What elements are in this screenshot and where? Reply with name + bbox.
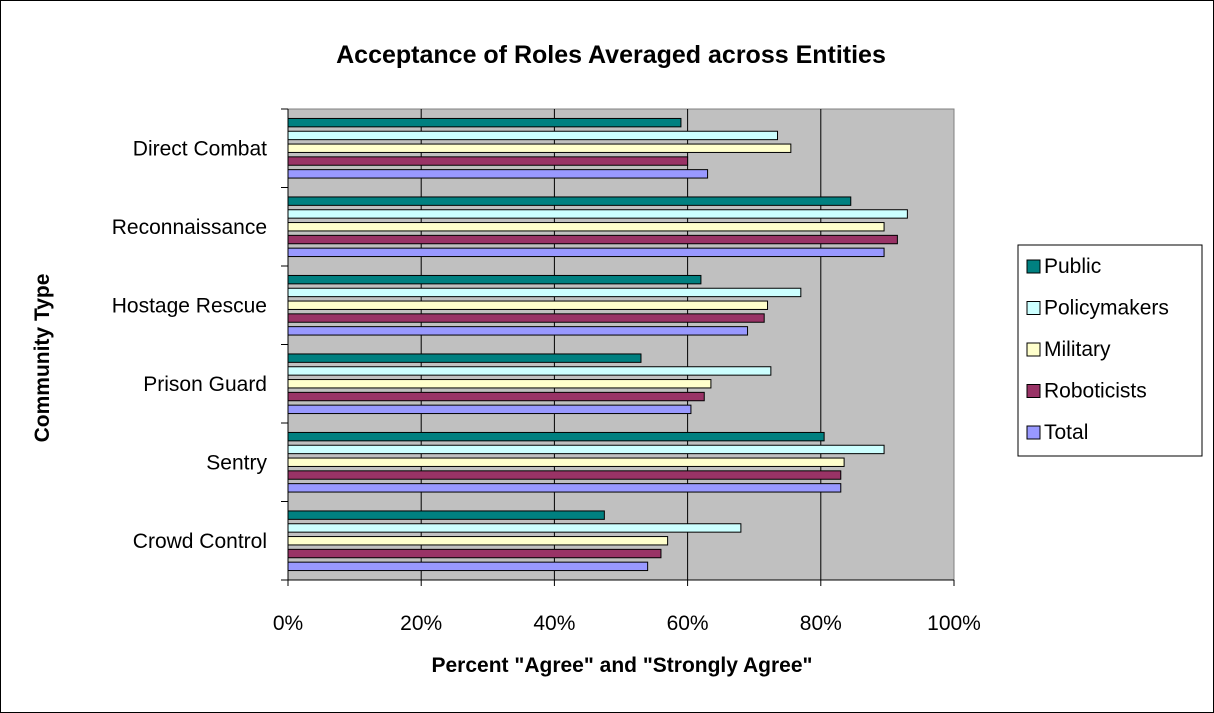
bar-hostage-rescue-military: [287, 300, 769, 310]
bar-sentry-roboticists: [287, 470, 842, 480]
bar-direct-combat-roboticists: [287, 156, 689, 166]
legend-swatch-public: [1026, 259, 1041, 274]
bar-hostage-rescue-roboticists: [287, 313, 765, 323]
bar-crowd-control-roboticists: [287, 548, 662, 559]
y-tick-labels: Direct Combat Reconnaissance Hostage Rescu…: [112, 137, 268, 553]
bar-direct-combat-total: [287, 169, 709, 179]
x-tick-label: 60%: [667, 612, 709, 635]
x-tick-label: 0%: [273, 612, 303, 635]
chart-title: Acceptance of Roles Averaged across Enti…: [336, 41, 886, 69]
bar-hostage-rescue-total: [287, 326, 749, 336]
bar-reconnaissance-policymakers: [287, 209, 908, 219]
gridlines: [420, 109, 822, 580]
legend-label-roboticists: Roboticists: [1044, 380, 1147, 403]
x-axis-title: Percent "Agree" and "Strongly Agree": [432, 654, 813, 677]
y-tick-label: Prison Guard: [143, 373, 267, 396]
bar-direct-combat-public: [287, 117, 682, 128]
x-tick-labels: 0% 20% 40% 60% 80% 100%: [273, 612, 981, 635]
y-tick-label: Hostage Rescue: [112, 294, 267, 317]
legend-label-public: Public: [1044, 255, 1101, 278]
bar-hostage-rescue-policymakers: [287, 287, 802, 298]
bar-direct-combat-policymakers: [287, 130, 779, 141]
legend-swatch-military: [1026, 342, 1041, 357]
bar-prison-guard-policymakers: [287, 366, 772, 376]
x-tick-label: 40%: [533, 612, 575, 635]
legend-box: [1017, 244, 1203, 457]
y-tick-label: Direct Combat: [133, 137, 267, 160]
legend-swatch-total: [1026, 425, 1041, 440]
x-tick-label: 80%: [800, 612, 842, 635]
legend-swatch-policymakers: [1026, 301, 1041, 315]
legend-swatch-roboticists: [1026, 384, 1041, 398]
bar-crowd-control-military: [287, 536, 669, 546]
bar-sentry-military: [287, 457, 845, 467]
bar-prison-guard-military: [287, 379, 712, 389]
y-tick-label: Reconnaissance: [112, 216, 267, 239]
y-tick-label: Crowd Control: [133, 530, 267, 553]
y-axis-title: Community Type: [31, 274, 54, 443]
bar-crowd-control-policymakers: [287, 523, 742, 533]
bar-reconnaissance-public: [287, 196, 852, 206]
bar-prison-guard-total: [287, 404, 692, 415]
bar-direct-combat-military: [287, 143, 792, 153]
bar-hostage-rescue-public: [287, 274, 702, 285]
bar-reconnaissance-total: [287, 247, 885, 258]
bar-prison-guard-roboticists: [287, 391, 705, 402]
bars: [287, 117, 908, 572]
bar-reconnaissance-roboticists: [287, 234, 898, 245]
bar-prison-guard-public: [287, 353, 642, 363]
bar-crowd-control-total: [287, 561, 649, 572]
legend-label-total: Total: [1044, 421, 1088, 444]
y-tick-label: Sentry: [206, 451, 267, 474]
bar-reconnaissance-military: [287, 222, 885, 232]
axes: [281, 108, 955, 586]
bar-sentry-public: [287, 431, 825, 442]
legend-label-military: Military: [1044, 338, 1111, 361]
x-tick-label: 100%: [927, 612, 981, 635]
bar-crowd-control-public: [287, 510, 605, 520]
legend: Public Policymakers Military Roboticists Tot…: [1017, 244, 1203, 457]
legend-label-policymakers: Policymakers: [1044, 297, 1169, 320]
bar-sentry-total: [287, 483, 842, 493]
x-tick-label: 20%: [400, 612, 442, 635]
plot-area: [287, 108, 955, 581]
bar-sentry-policymakers: [287, 444, 885, 455]
